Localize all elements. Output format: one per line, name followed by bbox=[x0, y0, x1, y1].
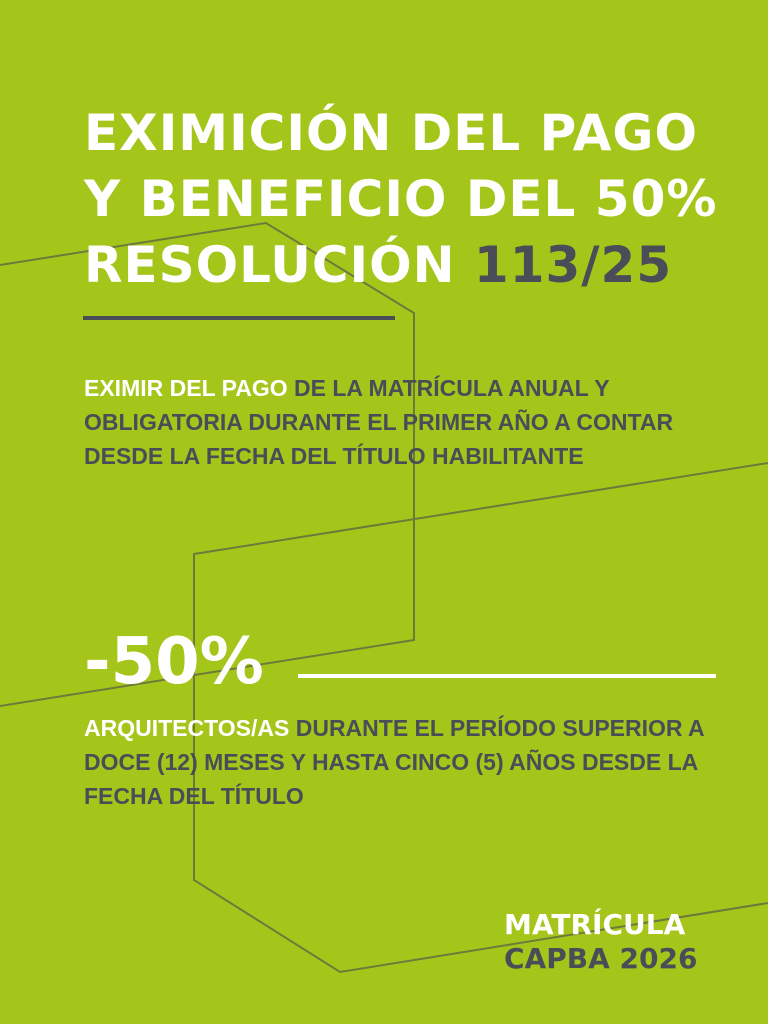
divider bbox=[83, 316, 395, 320]
decor-line-lower bbox=[193, 462, 768, 974]
footer-brand: MATRÍCULA CAPBA 2026 bbox=[504, 908, 697, 976]
page-title: EXIMICIÓN DEL PAGO Y BENEFICIO DEL 50% R… bbox=[84, 100, 717, 298]
discount-body: DURANTE EL PERÍODO SUPERIOR A DOCE (12) … bbox=[84, 715, 704, 809]
footer-line-2: CAPBA 2026 bbox=[504, 942, 698, 975]
title-line-3: RESOLUCIÓN bbox=[84, 236, 456, 294]
discount-figure: -50% bbox=[84, 625, 264, 699]
discount-text: ARQUITECTOS/AS DURANTE EL PERÍODO SUPERI… bbox=[84, 711, 744, 813]
discount-highlight: ARQUITECTOS/AS bbox=[84, 715, 290, 741]
title-line-2: Y BENEFICIO DEL 50% bbox=[84, 170, 718, 228]
exemption-text: EXIMIR DEL PAGO DE LA MATRÍCULA ANUAL Y … bbox=[84, 371, 724, 473]
footer-line-1: MATRÍCULA bbox=[504, 908, 686, 941]
exemption-highlight: EXIMIR DEL PAGO bbox=[84, 375, 288, 401]
discount-divider bbox=[298, 674, 716, 678]
title-line-1: EXIMICIÓN DEL PAGO bbox=[84, 104, 698, 162]
resolution-number: 113/25 bbox=[473, 236, 673, 294]
exemption-body: DE LA MATRÍCULA ANUAL Y OBLIGATORIA DURA… bbox=[84, 375, 674, 469]
decor-line-upper bbox=[0, 221, 415, 707]
